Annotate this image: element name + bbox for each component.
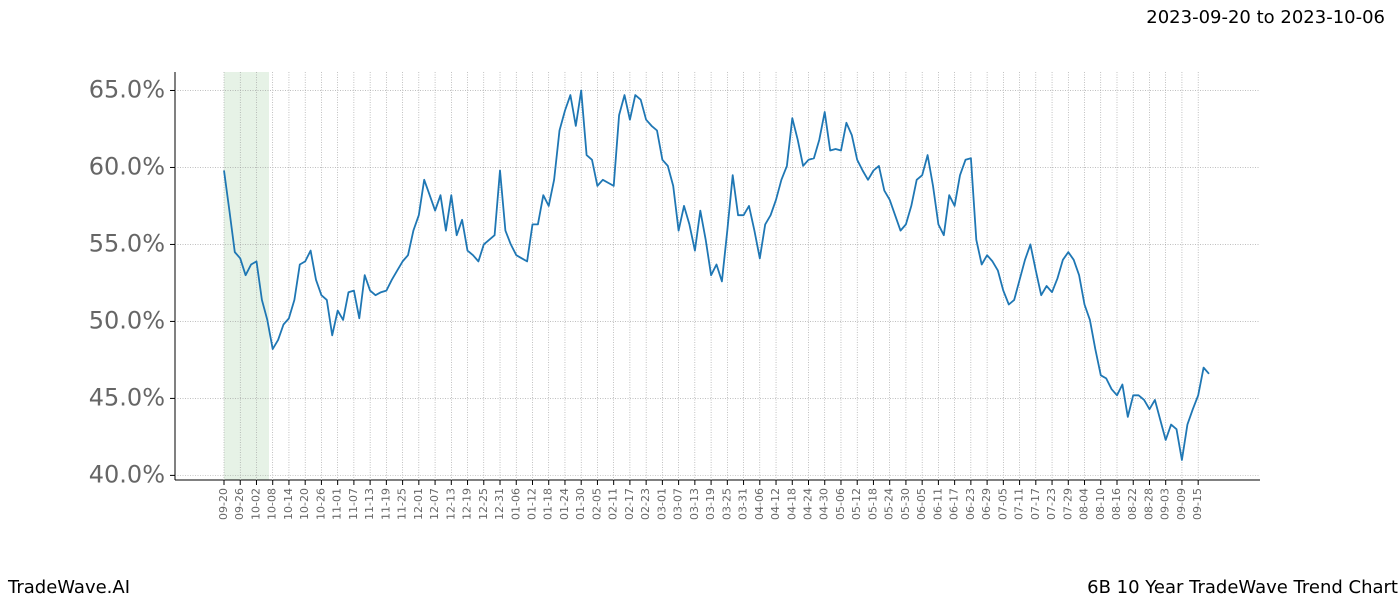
x-tick-label: 01-12 xyxy=(525,488,538,520)
x-tick-label: 08-22 xyxy=(1126,488,1139,520)
x-tick-label: 03-01 xyxy=(655,488,668,520)
x-tick-label: 05-18 xyxy=(866,488,879,520)
x-tick-label: 01-24 xyxy=(558,488,571,520)
x-tick-label: 11-19 xyxy=(379,488,392,520)
x-tick-label: 12-01 xyxy=(412,488,425,520)
y-tick-label: 65.0% xyxy=(89,75,165,103)
x-tick-label: 02-17 xyxy=(623,488,636,520)
x-tick-label: 12-07 xyxy=(428,488,441,520)
x-tick-label: 07-05 xyxy=(996,488,1009,520)
x-tick-label: 11-25 xyxy=(396,488,409,520)
highlight-range xyxy=(224,72,269,480)
brand: TradeWave.AI xyxy=(7,577,130,598)
chart-title: 6B 10 Year TradeWave Trend Chart xyxy=(1087,577,1398,598)
x-tick-label: 12-13 xyxy=(444,488,457,520)
x-tick-label: 02-05 xyxy=(590,488,603,520)
x-tick-label: 06-11 xyxy=(931,488,944,520)
x-tick-label: 05-30 xyxy=(899,488,912,520)
y-tick-label: 50.0% xyxy=(89,306,165,334)
x-tick-label: 09-26 xyxy=(233,488,246,520)
x-tick-label: 06-29 xyxy=(980,488,993,520)
x-tick-label: 04-06 xyxy=(753,488,766,520)
x-tick-label: 01-18 xyxy=(542,488,555,520)
x-tick-label: 10-26 xyxy=(314,488,327,520)
x-tick-label: 07-29 xyxy=(1061,488,1074,520)
x-tick-label: 08-10 xyxy=(1094,488,1107,520)
x-tick-label: 01-06 xyxy=(509,488,522,520)
x-tick-label: 04-18 xyxy=(785,488,798,520)
x-tick-label: 03-31 xyxy=(737,488,750,520)
x-tick-label: 04-30 xyxy=(818,488,831,520)
y-tick-label: 55.0% xyxy=(89,229,165,257)
x-tick-label: 06-23 xyxy=(964,488,977,520)
x-tick-label: 05-24 xyxy=(883,488,896,520)
x-tick-label: 03-25 xyxy=(720,488,733,520)
x-tick-label: 08-16 xyxy=(1110,488,1123,520)
x-tick-label: 03-13 xyxy=(688,488,701,520)
x-tick-label: 06-17 xyxy=(948,488,961,520)
y-tick-label: 45.0% xyxy=(89,383,165,411)
x-tick-label: 09-03 xyxy=(1159,488,1172,520)
x-tick-label: 03-19 xyxy=(704,488,717,520)
x-tick-label: 06-05 xyxy=(915,488,928,520)
x-tick-label: 08-28 xyxy=(1142,488,1155,520)
x-tick-label: 10-14 xyxy=(282,488,295,520)
date-range: 2023-09-20 to 2023-10-06 xyxy=(1146,7,1385,28)
x-tick-label: 09-15 xyxy=(1191,488,1204,520)
x-tick-label: 10-02 xyxy=(249,488,262,520)
x-tick-label: 09-20 xyxy=(217,488,230,520)
x-tick-label: 02-11 xyxy=(607,488,620,520)
x-tick-label: 10-20 xyxy=(298,488,311,520)
x-tick-label: 07-11 xyxy=(1013,488,1026,520)
x-tick-label: 11-07 xyxy=(347,488,360,520)
x-tick-label: 05-06 xyxy=(834,488,847,520)
x-tick-label: 09-09 xyxy=(1175,488,1188,520)
x-tick-label: 04-12 xyxy=(769,488,782,520)
x-tick-label: 12-25 xyxy=(477,488,490,520)
y-tick-label: 40.0% xyxy=(89,460,165,488)
trend-line xyxy=(223,89,1210,461)
x-tick-label: 04-24 xyxy=(802,488,815,520)
x-tick-label: 02-23 xyxy=(639,488,652,520)
x-tick-label: 07-17 xyxy=(1029,488,1042,520)
x-tick-label: 12-19 xyxy=(461,488,474,520)
x-tick-label: 05-12 xyxy=(850,488,863,520)
x-tick-label: 01-30 xyxy=(574,488,587,520)
x-tick-label: 11-01 xyxy=(331,488,344,520)
x-tick-label: 07-23 xyxy=(1045,488,1058,520)
y-tick-label: 60.0% xyxy=(89,152,165,180)
x-tick-label: 12-31 xyxy=(493,488,506,520)
x-tick-label: 10-08 xyxy=(266,488,279,520)
x-tick-label: 03-07 xyxy=(672,488,685,520)
x-tick-label: 08-04 xyxy=(1078,488,1091,520)
x-tick-label: 11-13 xyxy=(363,488,376,520)
